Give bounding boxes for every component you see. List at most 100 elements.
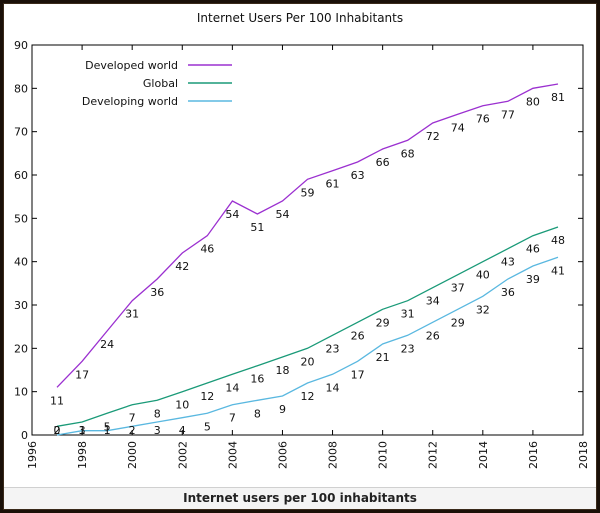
- data-label: 4: [179, 424, 186, 437]
- data-label: 43: [501, 256, 515, 269]
- data-label: 29: [451, 316, 465, 329]
- data-label: 0: [54, 424, 61, 437]
- y-tick-label: 80: [14, 82, 28, 95]
- data-label: 18: [275, 364, 289, 377]
- plot-area: [31, 44, 584, 436]
- x-tick-label: 2000: [126, 441, 139, 469]
- data-label: 10: [175, 399, 189, 412]
- data-label: 59: [301, 186, 315, 199]
- data-label: 1: [104, 424, 111, 437]
- y-tick-label: 50: [14, 212, 28, 225]
- legend: Developed world Global Developing world: [82, 59, 232, 108]
- y-tick-label: 10: [14, 386, 28, 399]
- data-label: 5: [104, 420, 111, 433]
- data-label: 74: [451, 121, 465, 134]
- data-label: 17: [75, 368, 89, 381]
- chart-caption: Internet users per 100 inhabitants: [4, 487, 596, 509]
- data-label: 61: [326, 178, 340, 191]
- data-label: 66: [376, 156, 390, 169]
- legend-label-1: Global: [143, 77, 178, 90]
- data-label: 31: [401, 308, 415, 321]
- data-label: 36: [501, 286, 515, 299]
- data-label: 32: [476, 303, 490, 316]
- data-label: 14: [225, 381, 239, 394]
- data-label: 23: [401, 342, 415, 355]
- data-label: 21: [376, 351, 390, 364]
- data-label: 41: [551, 264, 565, 277]
- data-label: 36: [150, 286, 164, 299]
- data-label: 3: [154, 424, 161, 437]
- chart-frame: [3, 3, 597, 510]
- data-label: 40: [476, 269, 490, 282]
- x-tick-label: 2010: [377, 441, 390, 469]
- data-label: 2: [54, 424, 61, 437]
- y-tick-label: 60: [14, 169, 28, 182]
- y-tick-label: 70: [14, 126, 28, 139]
- data-label: 42: [175, 260, 189, 273]
- data-label: 80: [526, 95, 540, 108]
- y-tick-label: 0: [21, 429, 28, 442]
- data-label: 72: [426, 130, 440, 143]
- data-label: 54: [275, 208, 289, 221]
- x-tick-label: 2004: [226, 441, 239, 469]
- y-tick-label: 90: [14, 39, 28, 52]
- series-line-1: [56, 226, 559, 427]
- x-tick-label: 2018: [577, 441, 590, 469]
- data-label: 37: [451, 282, 465, 295]
- data-label: 23: [326, 342, 340, 355]
- data-label: 3: [79, 424, 86, 437]
- legend-label-0: Developed world: [85, 59, 178, 72]
- data-label: 68: [401, 147, 415, 160]
- x-tick-label: 2016: [527, 441, 540, 469]
- data-label: 24: [100, 338, 114, 351]
- data-label: 20: [301, 355, 315, 368]
- legend-label-2: Developing world: [82, 95, 178, 108]
- x-tick-label: 2014: [477, 441, 490, 469]
- y-tick-label: 30: [14, 299, 28, 312]
- data-label: 16: [250, 373, 264, 386]
- data-label: 17: [351, 368, 365, 381]
- data-label: 81: [551, 91, 565, 104]
- data-label: 14: [326, 381, 340, 394]
- series-line-0: [56, 83, 559, 388]
- chart-title: Internet Users Per 100 Inhabitants: [197, 11, 403, 25]
- data-label: 31: [125, 308, 139, 321]
- data-label: 29: [376, 316, 390, 329]
- data-label: 26: [351, 329, 365, 342]
- data-label: 8: [154, 407, 161, 420]
- data-label: 48: [551, 234, 565, 247]
- data-label: 11: [50, 394, 64, 407]
- data-label: 54: [225, 208, 239, 221]
- y-tick-label: 20: [14, 342, 28, 355]
- data-label: 26: [426, 329, 440, 342]
- data-label: 34: [426, 295, 440, 308]
- data-label: 77: [501, 108, 515, 121]
- data-label: 5: [204, 420, 211, 433]
- data-label: 12: [301, 390, 315, 403]
- data-label: 7: [229, 412, 236, 425]
- data-label: 51: [250, 221, 264, 234]
- y-tick-label: 40: [14, 256, 28, 269]
- data-label: 2: [129, 424, 136, 437]
- data-label: 46: [526, 243, 540, 256]
- data-label: 9: [279, 403, 286, 416]
- x-tick-label: 2012: [427, 441, 440, 469]
- data-label: 39: [526, 273, 540, 286]
- series-lines: [56, 83, 559, 436]
- x-tick-label: 1998: [76, 441, 89, 469]
- data-label: 76: [476, 113, 490, 126]
- data-label: 46: [200, 243, 214, 256]
- x-tick-label: 1996: [26, 441, 39, 469]
- series-line-2: [56, 256, 559, 436]
- data-label: 63: [351, 169, 365, 182]
- x-tick-label: 2008: [327, 441, 340, 469]
- data-label: 1: [79, 424, 86, 437]
- data-label: 12: [200, 390, 214, 403]
- data-label: 8: [254, 407, 261, 420]
- data-label: 7: [129, 412, 136, 425]
- x-tick-label: 2006: [276, 441, 289, 469]
- x-tick-label: 2002: [176, 441, 189, 469]
